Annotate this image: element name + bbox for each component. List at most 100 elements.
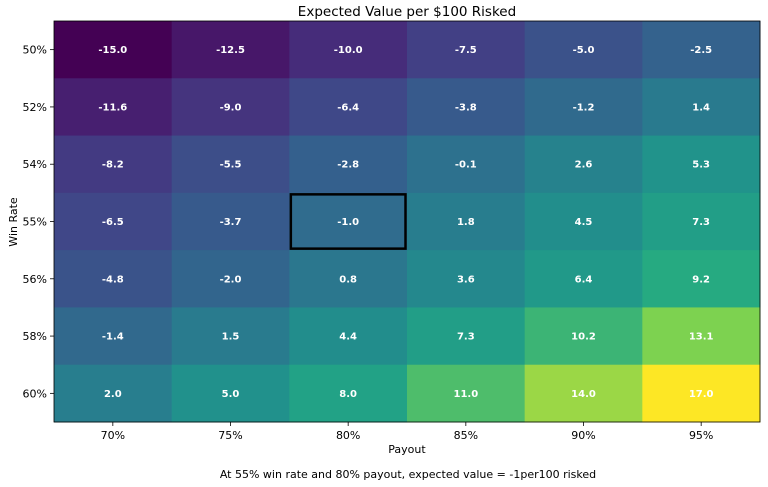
cell-value-label: 3.6 [457, 274, 475, 285]
cell-value-label: -5.5 [220, 160, 242, 171]
x-tick-label: 95% [689, 429, 713, 442]
cell-value-label: 14.0 [571, 389, 596, 400]
heatmap-cell [642, 364, 761, 423]
heatmap-cell [642, 307, 761, 366]
cell-value-label: -7.5 [455, 45, 477, 56]
cell-value-label: -15.0 [98, 45, 127, 56]
heatmap-cell [171, 192, 290, 251]
cell-value-label: 5.0 [222, 389, 240, 400]
heatmap-cell [171, 364, 290, 423]
cell-value-label: -2.5 [690, 45, 712, 56]
x-tick-label: 80% [336, 429, 360, 442]
heatmap-cell [407, 78, 526, 137]
heatmap-cell [524, 78, 643, 137]
heatmap-cell [642, 250, 761, 308]
cell-value-label: -12.5 [216, 45, 245, 56]
cell-value-label: -1.2 [573, 102, 595, 113]
x-tick-label: 70% [101, 429, 125, 442]
cell-value-label: -2.8 [337, 160, 359, 171]
x-tick-label: 90% [571, 429, 595, 442]
y-tick-label: 50% [23, 44, 47, 57]
heatmap-cell [54, 78, 173, 137]
cell-value-label: 2.6 [575, 160, 593, 171]
cell-value-label: 4.4 [339, 332, 357, 343]
cell-value-label: 11.0 [453, 389, 478, 400]
heatmap-cell [171, 250, 290, 308]
cell-value-label: -4.8 [102, 274, 124, 285]
y-tick-label: 52% [23, 101, 47, 114]
y-axis-label: Win Rate [7, 197, 20, 247]
x-tick-label: 75% [218, 429, 242, 442]
cell-value-label: 0.8 [339, 274, 357, 285]
heatmap-cell [54, 21, 173, 79]
heatmap-cell [289, 250, 408, 308]
cell-value-label: -9.0 [220, 102, 242, 113]
heatmap-cell [642, 21, 761, 79]
cell-value-label: -1.0 [337, 217, 359, 228]
heatmap-cell [171, 78, 290, 137]
cell-value-label: -1.4 [102, 332, 124, 343]
heatmap-cell [407, 250, 526, 308]
cell-value-label: -6.5 [102, 217, 124, 228]
heatmap-cell [524, 364, 643, 423]
cell-value-label: 17.0 [689, 389, 714, 400]
y-tick-label: 56% [23, 273, 47, 286]
x-axis-label: Payout [388, 443, 426, 456]
cell-value-label: 6.4 [575, 274, 593, 285]
heatmap-cell [642, 135, 761, 194]
heatmap-cell [407, 192, 526, 251]
heatmap-cell [54, 307, 173, 366]
heatmap-cell [407, 364, 526, 423]
heatmap-cell [289, 364, 408, 423]
cell-value-label: -11.6 [98, 102, 127, 113]
x-axis-ticks: 70% 75% 80% 85% 90% 95% [101, 422, 713, 442]
heatmap-cells [54, 21, 761, 423]
chart-title: Expected Value per $100 Risked [298, 4, 516, 20]
x-tick-label: 85% [454, 429, 478, 442]
cell-value-label: 13.1 [689, 332, 714, 343]
cell-value-label: 5.3 [692, 160, 710, 171]
y-tick-label: 58% [23, 330, 47, 343]
y-tick-label: 60% [23, 387, 47, 400]
chart-caption: At 55% win rate and 80% payout, expected… [220, 468, 596, 481]
cell-value-label: -3.7 [220, 217, 242, 228]
heatmap-cell [289, 192, 408, 251]
cell-value-labels: -15.0 -12.5 -10.0 -7.5 -5.0 -2.5 -11.6 -9.0 -6.4… [98, 45, 713, 400]
cell-value-label: 1.8 [457, 217, 475, 228]
heatmap-cell [171, 21, 290, 79]
cell-value-label: -6.4 [337, 102, 359, 113]
heatmap-cell [524, 21, 643, 79]
heatmap-cell [524, 192, 643, 251]
y-tick-label: 54% [23, 158, 47, 171]
cell-value-label: -0.1 [455, 160, 477, 171]
cell-value-label: 2.0 [104, 389, 122, 400]
heatmap-cell [407, 21, 526, 79]
heatmap-cell [289, 307, 408, 366]
cell-value-label: 9.2 [692, 274, 710, 285]
heatmap-cell [524, 135, 643, 194]
heatmap-cell [289, 21, 408, 79]
heatmap-cell [407, 307, 526, 366]
heatmap-cell [54, 135, 173, 194]
heatmap-cell [289, 78, 408, 137]
heatmap-cell [289, 135, 408, 194]
cell-value-label: 8.0 [339, 389, 357, 400]
heatmap-cell [171, 135, 290, 194]
highlight-box [289, 193, 407, 250]
cell-value-label: 4.5 [575, 217, 593, 228]
cell-value-label: 1.5 [222, 332, 240, 343]
cell-value-label: -5.0 [573, 45, 595, 56]
heatmap-cell [642, 192, 761, 251]
cell-value-label: 1.4 [692, 102, 710, 113]
heatmap-cell [171, 307, 290, 366]
cell-value-label: -10.0 [334, 45, 363, 56]
heatmap-cell [524, 250, 643, 308]
heatmap-cell [54, 192, 173, 251]
heatmap-cell [54, 250, 173, 308]
cell-value-label: 10.2 [571, 332, 596, 343]
heatmap-cell [407, 135, 526, 194]
cell-value-label: 7.3 [457, 332, 475, 343]
heatmap-cell [524, 307, 643, 366]
plot-frame [53, 20, 761, 423]
